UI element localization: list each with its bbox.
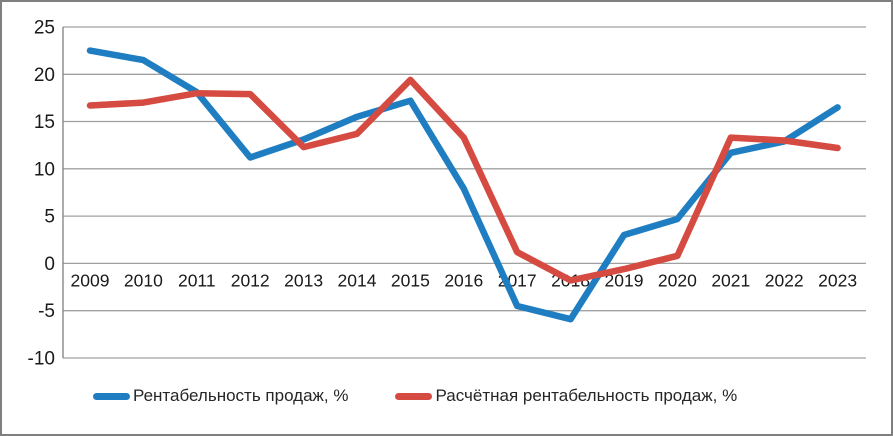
y-tick-label: 5: [44, 207, 55, 228]
y-tick-label: 25: [34, 18, 55, 39]
y-tick-label: -10: [28, 349, 55, 370]
x-tick-label: 2011: [178, 270, 216, 290]
x-tick-label: 2010: [124, 270, 163, 290]
x-tick-label: 2015: [391, 270, 430, 290]
x-tick-label: 2009: [71, 270, 110, 290]
gridlines: [63, 26, 866, 359]
x-tick-label: 2023: [818, 270, 857, 290]
x-tick-label: 2022: [765, 270, 804, 290]
y-tick-label: 10: [34, 159, 55, 180]
legend: Рентабельность продаж, % Расчётная рента…: [93, 386, 737, 406]
y-tick-label: 0: [44, 254, 55, 275]
legend-label-calculated-profitability: Расчётная рентабельность продаж, %: [435, 386, 738, 405]
y-tick-label: 20: [34, 65, 55, 86]
x-tick-label: 2019: [605, 270, 644, 290]
y-tick-label: 15: [34, 112, 55, 133]
x-tick-label: 2013: [284, 270, 323, 290]
legend-swatch-blue-line-icon: [93, 392, 130, 400]
legend-swatch-red-line-icon: [395, 392, 433, 400]
y-tick-label: -5: [38, 301, 55, 322]
x-tick-label: 2020: [658, 270, 697, 290]
legend-label-profitability: Рентабельность продаж, %: [133, 386, 349, 405]
legend-item-calculated-profitability: Расчётная рентабельность продаж, %: [395, 386, 737, 406]
x-tick-label: 2014: [338, 270, 377, 290]
x-tick-label: 2012: [231, 270, 270, 290]
series-line-1: [86, 76, 841, 284]
x-tick-label: 2016: [444, 270, 483, 290]
x-axis-labels: 2009 2010 2011 2012 2013 2014 2015 2016 2017 2018…: [71, 270, 858, 290]
x-tick-label: 2021: [711, 270, 750, 290]
y-axis-labels: 25 20 15 10 5 0 -5 -10: [28, 18, 55, 370]
legend-item-profitability: Рентабельность продаж, %: [93, 386, 348, 406]
series-lines: [86, 47, 841, 323]
